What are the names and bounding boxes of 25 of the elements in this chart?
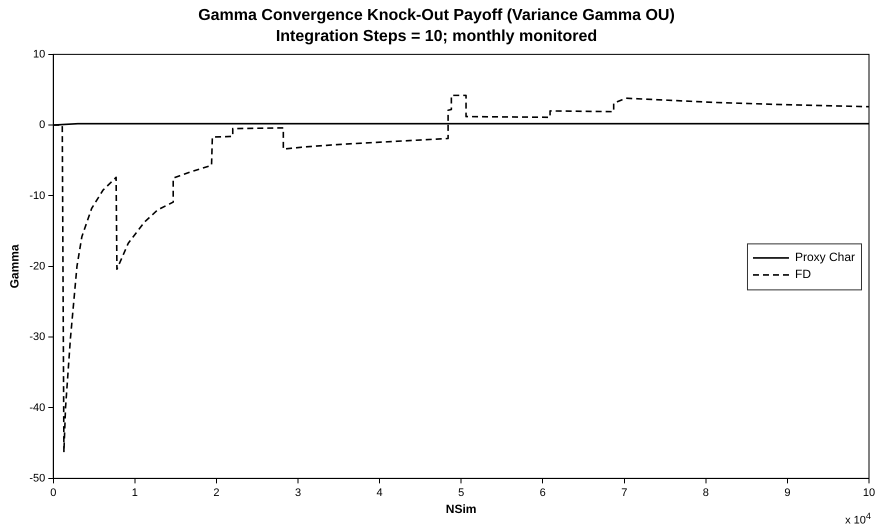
- y-tick-label: -10: [29, 190, 46, 202]
- x-axis-title: NSim: [446, 502, 476, 516]
- x-tick-label: 1: [132, 487, 138, 500]
- y-tick-label: -30: [29, 331, 46, 344]
- legend-label: Proxy Char: [794, 250, 856, 264]
- x-tick-label: 9: [784, 487, 790, 500]
- chart-title: Gamma Convergence Knock-Out Payoff (Variance Gamma OU): [198, 7, 675, 24]
- y-tick-label: -50: [29, 472, 46, 484]
- chart-subtitle: Integration Steps = 10; monthly monitored: [276, 28, 598, 46]
- x-tick-label: 6: [540, 487, 546, 500]
- x-tick-label: 4: [376, 487, 383, 500]
- text: x 10$^{4}$: [845, 511, 871, 527]
- x-tick-label: 0: [50, 487, 56, 500]
- x-tick-label: 7: [621, 487, 628, 500]
- x-tick-label: 3: [294, 487, 302, 500]
- x-tick-label: 8: [702, 487, 709, 500]
- x-tick-label: 2: [213, 487, 220, 500]
- y-tick-label: -40: [29, 402, 46, 414]
- x-tick-label: 5: [458, 487, 464, 500]
- y-axis-title: Gamma: [8, 244, 22, 288]
- y-tick-label: -20: [29, 260, 46, 272]
- y-tick-label: 10: [33, 48, 46, 60]
- x-tick-label: 10: [862, 487, 876, 500]
- legend-label: FD: [794, 267, 812, 282]
- y-tick-label: 0: [39, 119, 46, 132]
